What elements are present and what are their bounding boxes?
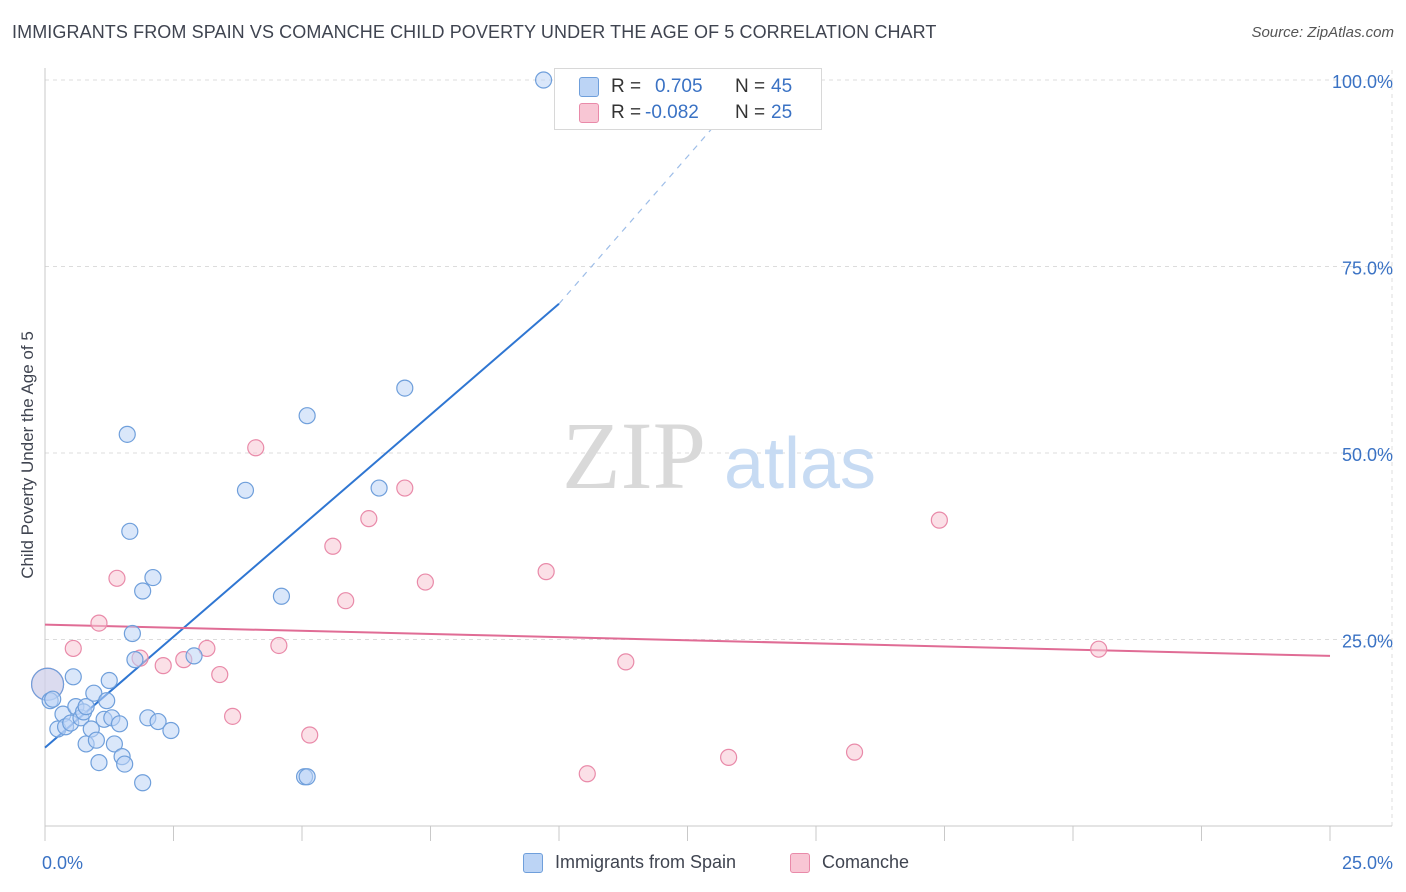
point-spain-14: [85, 684, 103, 702]
point-comanche-16: [396, 479, 414, 497]
legend-label-spain: Immigrants from Spain: [555, 852, 737, 872]
point-comanche-13: [324, 537, 342, 555]
y-tick-label-25: 25.0%: [1342, 632, 1393, 652]
y-tick-label-75: 75.0%: [1342, 259, 1393, 279]
point-spain-25: [118, 425, 136, 443]
tick-label-layer: 25.0% 50.0% 75.0% 100.0% 0.0% 25.0%: [42, 72, 1393, 873]
point-spain-32: [144, 568, 162, 587]
point-spain-39: [298, 768, 316, 786]
point-comanche-11: [270, 636, 288, 655]
stats-r-value-pink: -0.082: [645, 102, 699, 123]
point-spain-19: [100, 671, 118, 690]
point-comanche-8: [211, 665, 229, 684]
point-spain-40: [298, 407, 316, 425]
point-comanche-22: [845, 743, 864, 761]
point-comanche-9: [224, 707, 242, 725]
point-spain-29: [134, 582, 152, 600]
watermark-atlas: atlas: [724, 424, 876, 504]
point-spain-35: [185, 647, 203, 665]
stats-r-value-blue: 0.705: [655, 76, 703, 97]
point-comanche-24: [1090, 640, 1108, 658]
y-axis-label: Child Poverty Under the Age of 5: [18, 331, 37, 579]
point-comanche-3: [108, 569, 126, 587]
watermark-zip: ZIP: [562, 402, 706, 509]
legend-item-spain[interactable]: Immigrants from Spain: [523, 852, 736, 873]
point-comanche-18: [537, 563, 555, 581]
source-label: Source: ZipAtlas.com: [1251, 24, 1394, 41]
grid-layer: [45, 70, 1393, 826]
stats-r-label-pink: R =: [611, 102, 642, 123]
x-tick-label-1: 25.0%: [1342, 853, 1393, 873]
trend-line-spain-extension: [558, 79, 755, 305]
trend-line-comanche: [44, 623, 1331, 657]
stats-swatch-blue: [579, 77, 599, 97]
point-spain-11: [77, 698, 95, 716]
x-tick-label-0: 0.0%: [42, 853, 83, 873]
point-spain-2: [44, 690, 62, 708]
point-spain-37: [272, 587, 291, 605]
point-comanche-10: [247, 439, 265, 457]
point-spain-36: [236, 481, 255, 499]
point-comanche-20: [617, 653, 635, 671]
point-spain-7: [64, 668, 82, 686]
point-spain-18: [98, 692, 116, 710]
y-tick-label-50: 50.0%: [1342, 445, 1393, 465]
trend-line-spain: [44, 303, 560, 749]
axis-layer: [44, 68, 1392, 841]
point-comanche-23: [930, 511, 948, 529]
legend-swatch-spain: [523, 852, 543, 873]
point-spain-26: [121, 522, 139, 540]
point-comanche-19: [578, 765, 596, 783]
point-comanche-2: [90, 614, 108, 632]
stats-n-label-blue: N =: [735, 76, 766, 97]
point-spain-28: [126, 651, 144, 669]
stats-row-pink: R = -0.082 N = 25: [579, 100, 792, 126]
y-tick-label-100: 100.0%: [1332, 72, 1393, 92]
point-spain-34: [162, 721, 180, 740]
point-spain-41: [370, 479, 388, 497]
watermark: ZIP atlas: [562, 402, 876, 509]
point-comanche-15: [360, 510, 378, 528]
stats-r-label-blue: R =: [611, 76, 642, 97]
points-layer: [30, 71, 1108, 792]
point-spain-42: [396, 379, 414, 397]
point-spain-21: [105, 735, 123, 753]
stats-swatch-pink: [579, 103, 599, 123]
point-spain-30: [134, 774, 152, 792]
point-comanche-7: [198, 639, 216, 658]
stats-row-blue: R = 0.705 N = 45: [579, 74, 792, 100]
stats-n-label-pink: N =: [735, 102, 766, 123]
point-spain-24: [116, 755, 134, 773]
point-comanche-21: [720, 748, 738, 766]
legend-item-comanche[interactable]: Comanche: [790, 852, 909, 873]
point-spain-16: [90, 753, 108, 772]
point-comanche-1: [64, 639, 82, 658]
bottom-legend: Immigrants from Spain Comanche: [0, 852, 1406, 878]
stats-n-value-blue: 45: [771, 76, 793, 97]
point-spain-27: [123, 624, 141, 643]
trend-layer: [44, 79, 1331, 749]
legend-swatch-comanche: [790, 852, 810, 873]
stats-n-value-pink: 25: [771, 102, 793, 123]
point-spain-33: [149, 712, 167, 731]
point-comanche-14: [337, 592, 355, 610]
stats-legend-box: R = 0.705 N = 45 R = -0.082 N = 25: [554, 68, 822, 130]
point-comanche-17: [416, 573, 434, 591]
legend-label-comanche: Comanche: [822, 852, 910, 872]
point-spain-43: [534, 71, 553, 89]
point-comanche-12: [301, 726, 319, 744]
point-comanche-5: [154, 657, 172, 675]
point-spain-22: [110, 715, 129, 733]
point-spain-15: [87, 731, 106, 749]
chart-title: IMMIGRANTS FROM SPAIN VS COMANCHE CHILD …: [12, 22, 937, 42]
